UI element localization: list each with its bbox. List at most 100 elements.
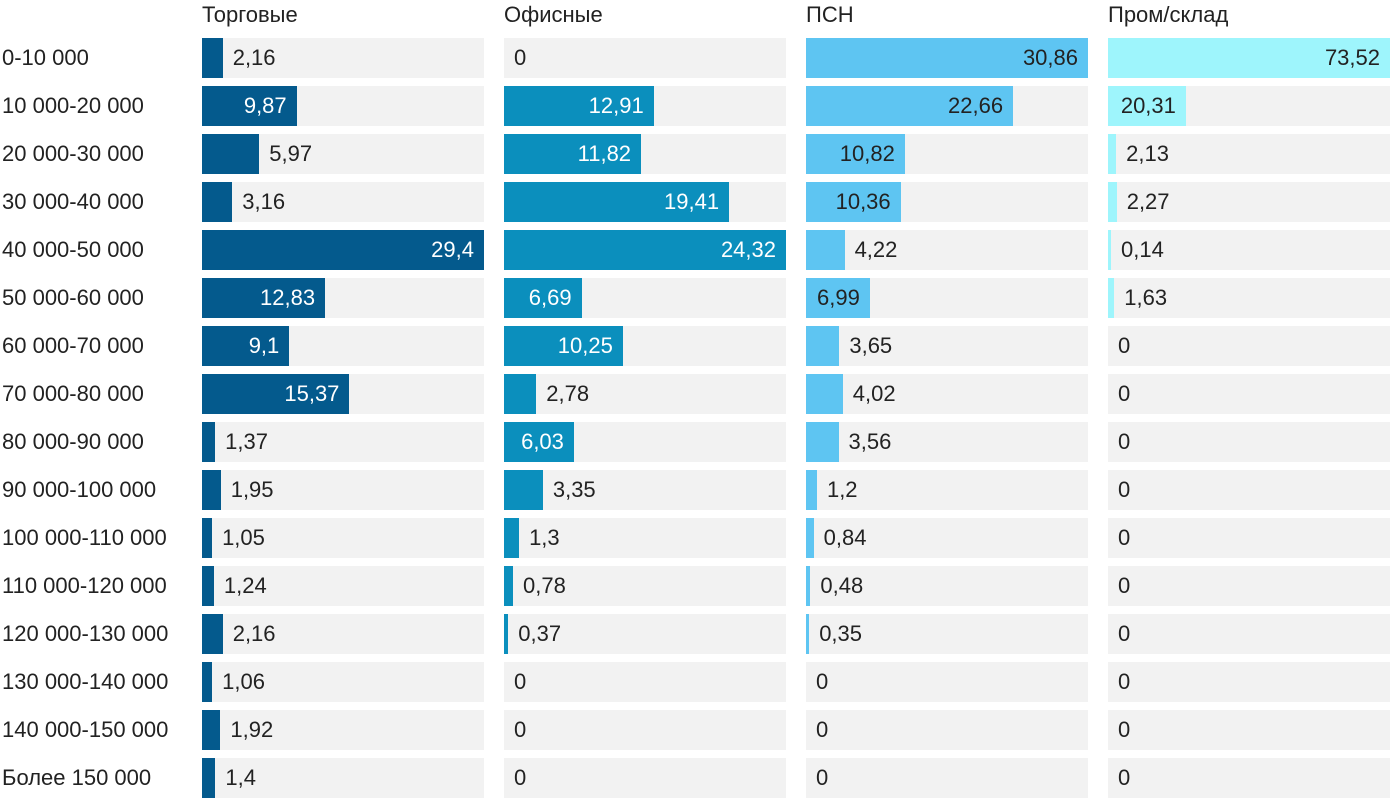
bar xyxy=(504,566,514,606)
bar-track: 1,63 xyxy=(1108,278,1390,318)
data-label: 0 xyxy=(816,717,829,742)
row-label: Более 150 000 xyxy=(2,765,152,790)
bar xyxy=(202,182,233,222)
bar xyxy=(1108,134,1117,174)
data-label: 0,37 xyxy=(518,621,562,646)
bar-track: 0,35 xyxy=(806,614,1088,654)
bar-track: 10,36 xyxy=(806,182,1088,222)
bar-track: 1,3 xyxy=(504,518,786,558)
bar-track: 1,92 xyxy=(202,710,484,750)
bar xyxy=(1108,182,1117,222)
row-label: 60 000-70 000 xyxy=(2,333,144,358)
bar xyxy=(504,230,786,270)
bar-track: 0 xyxy=(1108,422,1390,462)
row-label: 140 000-150 000 xyxy=(2,717,169,742)
data-label: 1,37 xyxy=(225,429,268,454)
bar-track: 0 xyxy=(504,662,786,702)
bar-track: 0 xyxy=(1108,710,1390,750)
data-label: 2,27 xyxy=(1126,189,1170,214)
bar-track: 4,22 xyxy=(806,230,1088,270)
bar xyxy=(202,758,216,798)
bar-track: 6,03 xyxy=(504,422,786,462)
bar-track: 3,16 xyxy=(202,182,484,222)
row-label: 130 000-140 000 xyxy=(2,669,169,694)
bar xyxy=(202,566,214,606)
row-label: 0-10 000 xyxy=(2,45,89,70)
bar-track: 0 xyxy=(1108,662,1390,702)
bar-track: 9,87 xyxy=(202,86,484,126)
bar-track: 0,37 xyxy=(504,614,786,654)
row-label: 10 000-20 000 xyxy=(2,93,144,118)
bar xyxy=(504,278,582,318)
bar xyxy=(504,182,730,222)
bar-track: 0 xyxy=(504,38,786,78)
data-label: 6,99 xyxy=(817,285,860,310)
data-label: 0,48 xyxy=(820,573,864,598)
data-label: 1,63 xyxy=(1124,285,1168,310)
bar-track: 0 xyxy=(806,758,1088,798)
bar xyxy=(504,518,520,558)
bar-track: 3,65 xyxy=(806,326,1088,366)
bar-track: 1,37 xyxy=(202,422,484,462)
data-label: 0 xyxy=(1118,669,1131,694)
row-label: 70 000-80 000 xyxy=(2,381,144,406)
data-label: 0,14 xyxy=(1121,237,1164,262)
bar-track: 0 xyxy=(1108,566,1390,606)
data-label: 9,1 xyxy=(248,333,280,358)
data-label: 20,31 xyxy=(1120,93,1176,118)
data-label: 10,25 xyxy=(557,333,613,358)
bar xyxy=(504,86,654,126)
data-label: 22,66 xyxy=(948,93,1004,118)
bar xyxy=(806,278,870,318)
bar-track: 0 xyxy=(504,758,786,798)
data-label: 4,22 xyxy=(854,237,898,262)
column-title: Офисные xyxy=(504,2,603,27)
data-label: 3,56 xyxy=(848,429,892,454)
data-label: 1,92 xyxy=(230,717,274,742)
data-label: 9,87 xyxy=(243,93,287,118)
data-label: 0 xyxy=(514,717,527,742)
bar-track: 20,31 xyxy=(1108,86,1390,126)
bar xyxy=(202,422,216,462)
data-label: 0 xyxy=(1118,525,1131,550)
bar xyxy=(504,326,623,366)
data-label: 0 xyxy=(1118,621,1131,646)
bar-track: 12,91 xyxy=(504,86,786,126)
data-label: 0 xyxy=(1118,381,1131,406)
data-label: 1,3 xyxy=(529,525,560,550)
bar xyxy=(806,614,810,654)
bar xyxy=(202,614,223,654)
bar-track: 12,83 xyxy=(202,278,484,318)
bar xyxy=(202,710,221,750)
bar-track: 1,05 xyxy=(202,518,484,558)
data-label: 1,95 xyxy=(230,477,274,502)
bar xyxy=(202,38,223,78)
bar xyxy=(202,86,297,126)
bar xyxy=(806,230,845,270)
bar xyxy=(1108,38,1390,78)
bar-track: 0 xyxy=(1108,614,1390,654)
data-label: 1,24 xyxy=(223,573,267,598)
data-label: 0 xyxy=(514,765,527,790)
data-label: 6,03 xyxy=(521,429,564,454)
data-label: 0,78 xyxy=(523,573,566,598)
row-label: 40 000-50 000 xyxy=(2,237,144,262)
bar-track: 3,56 xyxy=(806,422,1088,462)
data-label: 0 xyxy=(1118,429,1131,454)
bar xyxy=(202,470,221,510)
bar-track: 1,24 xyxy=(202,566,484,606)
bar xyxy=(1108,86,1186,126)
row-label: 50 000-60 000 xyxy=(2,285,144,310)
bar xyxy=(806,518,814,558)
data-label: 24,32 xyxy=(720,237,776,262)
data-label: 1,2 xyxy=(826,477,858,502)
data-label: 30,86 xyxy=(1022,45,1078,70)
data-label: 1,4 xyxy=(225,765,257,790)
bar xyxy=(504,374,537,414)
data-label: 2,16 xyxy=(232,45,276,70)
data-label: 0 xyxy=(1118,477,1131,502)
bar xyxy=(806,134,905,174)
data-label: 2,16 xyxy=(232,621,276,646)
bar-track: 1,2 xyxy=(806,470,1088,510)
bar-track: 1,95 xyxy=(202,470,484,510)
